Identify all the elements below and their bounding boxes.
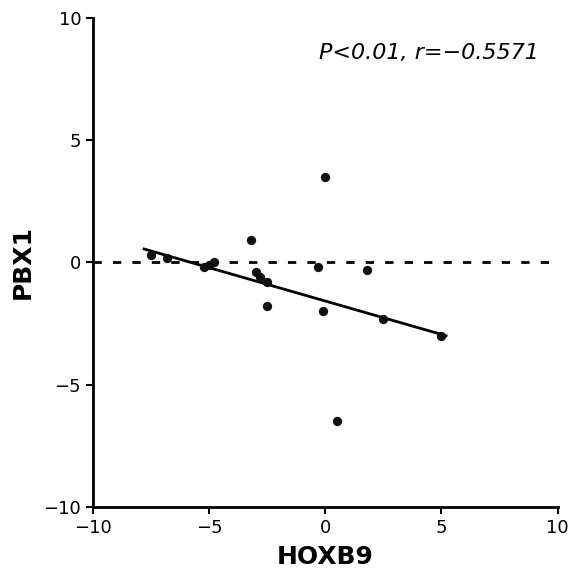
Point: [332, 416, 342, 426]
Text: P<0.01, r=−0.5571: P<0.01, r=−0.5571: [319, 42, 539, 63]
Point: [209, 258, 219, 267]
Point: [205, 260, 214, 270]
Point: [200, 263, 209, 272]
Point: [246, 236, 256, 245]
Point: [318, 307, 328, 316]
Point: [251, 267, 260, 277]
Point: [362, 265, 372, 274]
X-axis label: HOXB9: HOXB9: [277, 545, 374, 569]
Point: [163, 253, 172, 262]
Point: [437, 331, 446, 340]
Point: [263, 302, 272, 311]
Point: [379, 314, 388, 323]
Point: [314, 263, 323, 272]
Point: [146, 251, 155, 260]
Point: [256, 273, 265, 282]
Point: [321, 172, 330, 182]
Point: [263, 277, 272, 287]
Y-axis label: PBX1: PBX1: [11, 226, 35, 299]
